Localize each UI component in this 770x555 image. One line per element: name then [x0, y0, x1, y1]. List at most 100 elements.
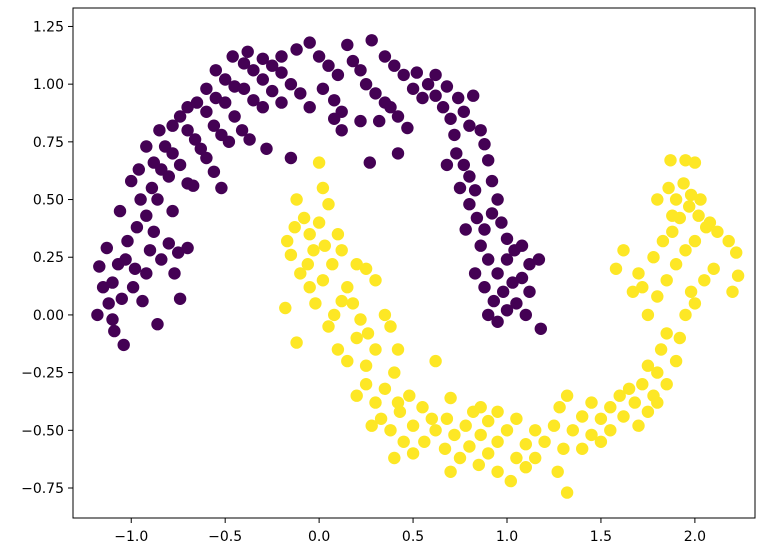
scatter-point — [132, 163, 145, 176]
scatter-point — [243, 133, 256, 146]
scatter-point — [478, 223, 491, 236]
scatter-point — [284, 78, 298, 91]
scatter-point — [188, 133, 202, 146]
scatter-point — [307, 244, 320, 257]
scatter-point — [429, 89, 442, 102]
scatter-point — [529, 424, 542, 437]
scatter-point — [679, 244, 692, 257]
scatter-point — [297, 211, 311, 225]
scatter-point — [341, 354, 354, 368]
scatter-point — [553, 401, 566, 414]
scatter-point — [166, 119, 179, 132]
scatter-point — [350, 389, 363, 402]
scatter-point — [378, 308, 392, 322]
scatter-point — [641, 405, 655, 418]
scatter-point — [294, 267, 307, 280]
scatter-point — [162, 170, 175, 183]
scatter-point — [491, 405, 504, 418]
scatter-point — [190, 96, 204, 109]
scatter-point — [369, 343, 382, 356]
scatter-point — [594, 435, 608, 448]
scatter-point — [331, 343, 345, 356]
scatter-point — [266, 59, 279, 72]
scatter-point — [181, 124, 194, 137]
scatter-point — [303, 101, 316, 114]
scatter-point — [684, 188, 698, 202]
scatter-point — [703, 216, 717, 229]
scatter-point — [482, 253, 495, 266]
scatter-point — [406, 82, 420, 96]
scatter-point — [666, 225, 679, 238]
scatter-point — [316, 82, 330, 96]
scatter-point — [91, 308, 104, 322]
scatter-point — [207, 165, 221, 178]
scatter-point — [444, 391, 457, 405]
scatter-point — [421, 78, 435, 91]
scatter-point — [312, 156, 326, 169]
scatter-point — [669, 258, 683, 271]
scatter-point — [102, 297, 115, 310]
scatter-point — [440, 80, 454, 93]
scatter-point — [463, 198, 476, 211]
scatter-point — [474, 124, 487, 137]
scatter-point — [294, 87, 307, 100]
scatter-point — [660, 327, 673, 340]
scatter-point — [416, 91, 429, 105]
scatter-point — [617, 410, 630, 423]
scatter-point — [378, 382, 392, 395]
scatter-point — [328, 308, 341, 322]
scatter-point — [113, 204, 127, 218]
y-tick-label: −0.75 — [21, 481, 64, 497]
scatter-point — [237, 82, 251, 96]
scatter-point — [100, 241, 114, 255]
scatter-point — [470, 211, 484, 225]
scatter-point — [369, 396, 382, 409]
scatter-point — [288, 221, 301, 234]
scatter-point — [688, 297, 702, 310]
scatter-point — [436, 101, 450, 114]
scatter-point — [93, 260, 106, 273]
scatter-point — [683, 200, 696, 213]
scatter-point — [425, 412, 438, 425]
scatter-point — [209, 91, 222, 105]
scatter-point — [284, 248, 298, 262]
scatter-point — [136, 294, 149, 308]
scatter-point — [585, 428, 598, 442]
scatter-point — [444, 112, 457, 126]
scatter-point — [316, 274, 330, 287]
scatter-point — [181, 101, 194, 114]
scatter-point — [301, 258, 314, 271]
scatter-point — [560, 486, 574, 499]
scatter-point — [350, 331, 363, 345]
scatter-point — [474, 401, 487, 414]
scatter-point — [628, 396, 641, 409]
x-tick-label: 2.0 — [684, 529, 706, 545]
scatter-point — [219, 73, 232, 86]
scatter-point — [393, 405, 407, 418]
x-tick-label: 1.5 — [590, 529, 612, 545]
scatter-point — [106, 276, 119, 289]
scatter-point — [153, 124, 166, 137]
scatter-point — [331, 228, 345, 241]
x-tick-label: −0.5 — [208, 529, 242, 545]
scatter-point — [698, 274, 711, 287]
scatter-point — [316, 181, 330, 195]
scatter-point — [613, 389, 626, 402]
scatter-point — [482, 154, 495, 167]
scatter-point — [378, 50, 392, 63]
scatter-point — [673, 331, 686, 345]
scatter-point — [534, 322, 547, 335]
scatter-point — [275, 96, 288, 109]
scatter-point — [504, 474, 517, 488]
scatter-point — [510, 451, 523, 465]
scatter-point — [457, 105, 470, 119]
scatter-point — [388, 451, 401, 465]
scatter-point — [500, 424, 514, 437]
scatter-point — [200, 151, 213, 165]
scatter-point — [641, 308, 655, 322]
scatter-point — [459, 223, 472, 236]
x-tick-label: 1.0 — [496, 529, 518, 545]
x-axis: −1.0 −0.5 0.0 0.5 1.0 1.5 2.0 — [114, 518, 706, 545]
scatter-point — [279, 301, 292, 315]
scatter-point — [485, 174, 499, 188]
